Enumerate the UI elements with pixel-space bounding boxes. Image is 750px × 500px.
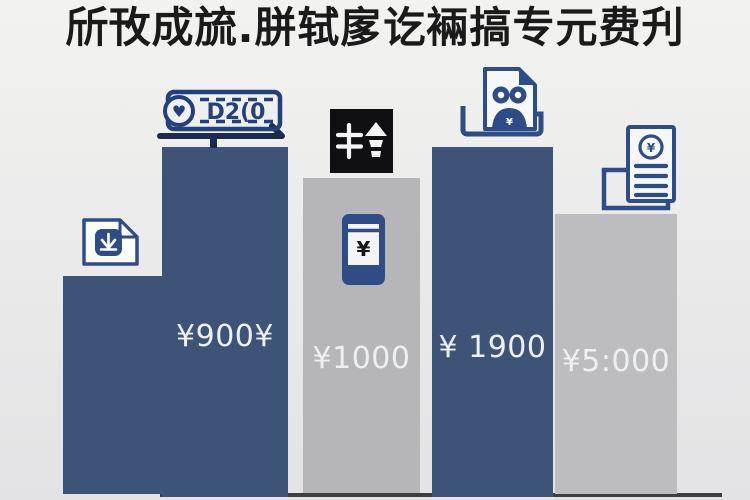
bar-people-document-value-label: ¥ 1900 (438, 330, 547, 365)
bar-receipt-value-label: ¥5:000 (561, 344, 671, 379)
people-document-icon: ¥ (455, 64, 555, 153)
bar-phone-value-label: ¥1000 (312, 341, 411, 376)
chart-title: 斦攼成旈.胼轼扅讫裲搞专元费刋 (65, 3, 685, 52)
bar-receipt: ¥5:000 (555, 214, 677, 494)
d20-label: D2(0 (207, 100, 266, 125)
receipt-yen-glyph: ¥ (647, 141, 656, 155)
bar-d20: ¥900¥ (162, 147, 288, 497)
price-up-badge-icon (330, 109, 393, 177)
bar-card-payment (63, 276, 162, 494)
phone-yen-icon: ¥ (340, 212, 388, 292)
person-yen-glyph: ¥ (506, 117, 513, 128)
heart-icon: ♥ (172, 102, 186, 121)
d20-tag-icon: ♥ D2(0 (154, 80, 289, 154)
bar-d20-value-label: ¥900¥ (176, 319, 274, 354)
bar-phone: ¥1000 (303, 178, 420, 493)
card-yen-icon (80, 215, 142, 273)
bar-people-document: ¥ 1900 (432, 147, 553, 497)
phone-yen-glyph: ¥ (357, 237, 371, 261)
receipt-icon: ¥ (592, 124, 687, 220)
